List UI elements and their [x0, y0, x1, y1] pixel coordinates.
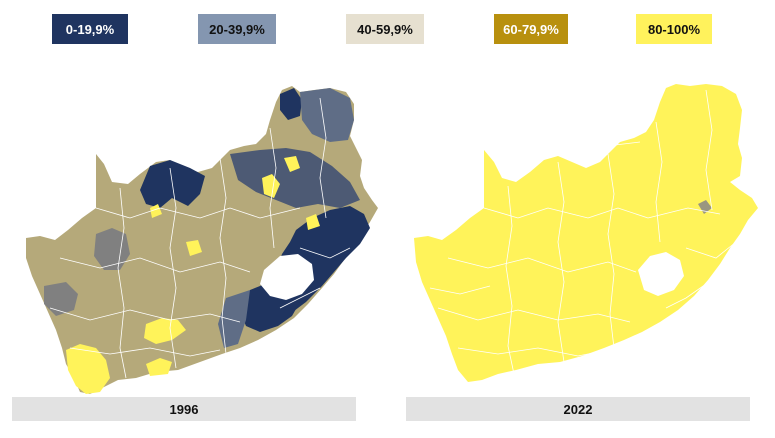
legend-label: 40-59,9%: [357, 21, 413, 37]
region-east-strip-mid: [218, 290, 250, 348]
year-label-text: 2022: [563, 401, 593, 417]
legend-swatch-60-79: 60-79,9%: [494, 14, 568, 44]
legend-label: 0-19,9%: [65, 21, 115, 37]
year-label-2022: 2022: [406, 397, 750, 421]
map-2022: [390, 58, 775, 398]
region-northwest-yellow: [150, 204, 162, 218]
boundaries-1996: [49, 97, 351, 379]
map-1996: [0, 58, 390, 398]
year-label-text: 1996: [169, 401, 199, 417]
year-label-1996: 1996: [12, 397, 356, 421]
region-east-mid: [230, 148, 360, 208]
region-west-cape-yellow: [66, 344, 110, 394]
legend-swatch-20-39: 20-39,9%: [198, 14, 276, 44]
legend-label: 80-100%: [647, 21, 701, 37]
map-1996-svg: [26, 86, 378, 394]
country-outline-2022: [414, 84, 758, 382]
lesotho: [638, 252, 684, 296]
region-northeast-dark: [280, 88, 302, 120]
region-midwest-yellow: [186, 240, 202, 256]
legend-label: 60-79,9%: [503, 21, 559, 37]
region-west-mid: [94, 228, 130, 270]
region-north-yellow: [284, 156, 300, 172]
legend-label: 20-39,9%: [209, 21, 265, 37]
legend-swatch-0-19: 0-19,9%: [52, 14, 128, 44]
region-east-grey: [698, 200, 712, 214]
boundaries-2022: [429, 89, 737, 375]
lesotho: [260, 254, 314, 300]
legend-swatch-40-59: 40-59,9%: [346, 14, 424, 44]
legend-swatch-80-100: 80-100%: [636, 14, 712, 44]
legend: 0-19,9% 20-39,9% 40-59,9% 60-79,9% 80-10…: [0, 0, 775, 50]
region-northeast-mid: [300, 88, 354, 142]
region-karoo-yellow: [144, 318, 186, 344]
region-coast-yellow: [146, 358, 172, 376]
region-southwest-mid: [44, 282, 78, 316]
map-2022-svg: [414, 84, 758, 382]
region-center-yellow: [262, 174, 280, 198]
region-kzn-yellow: [306, 214, 320, 230]
